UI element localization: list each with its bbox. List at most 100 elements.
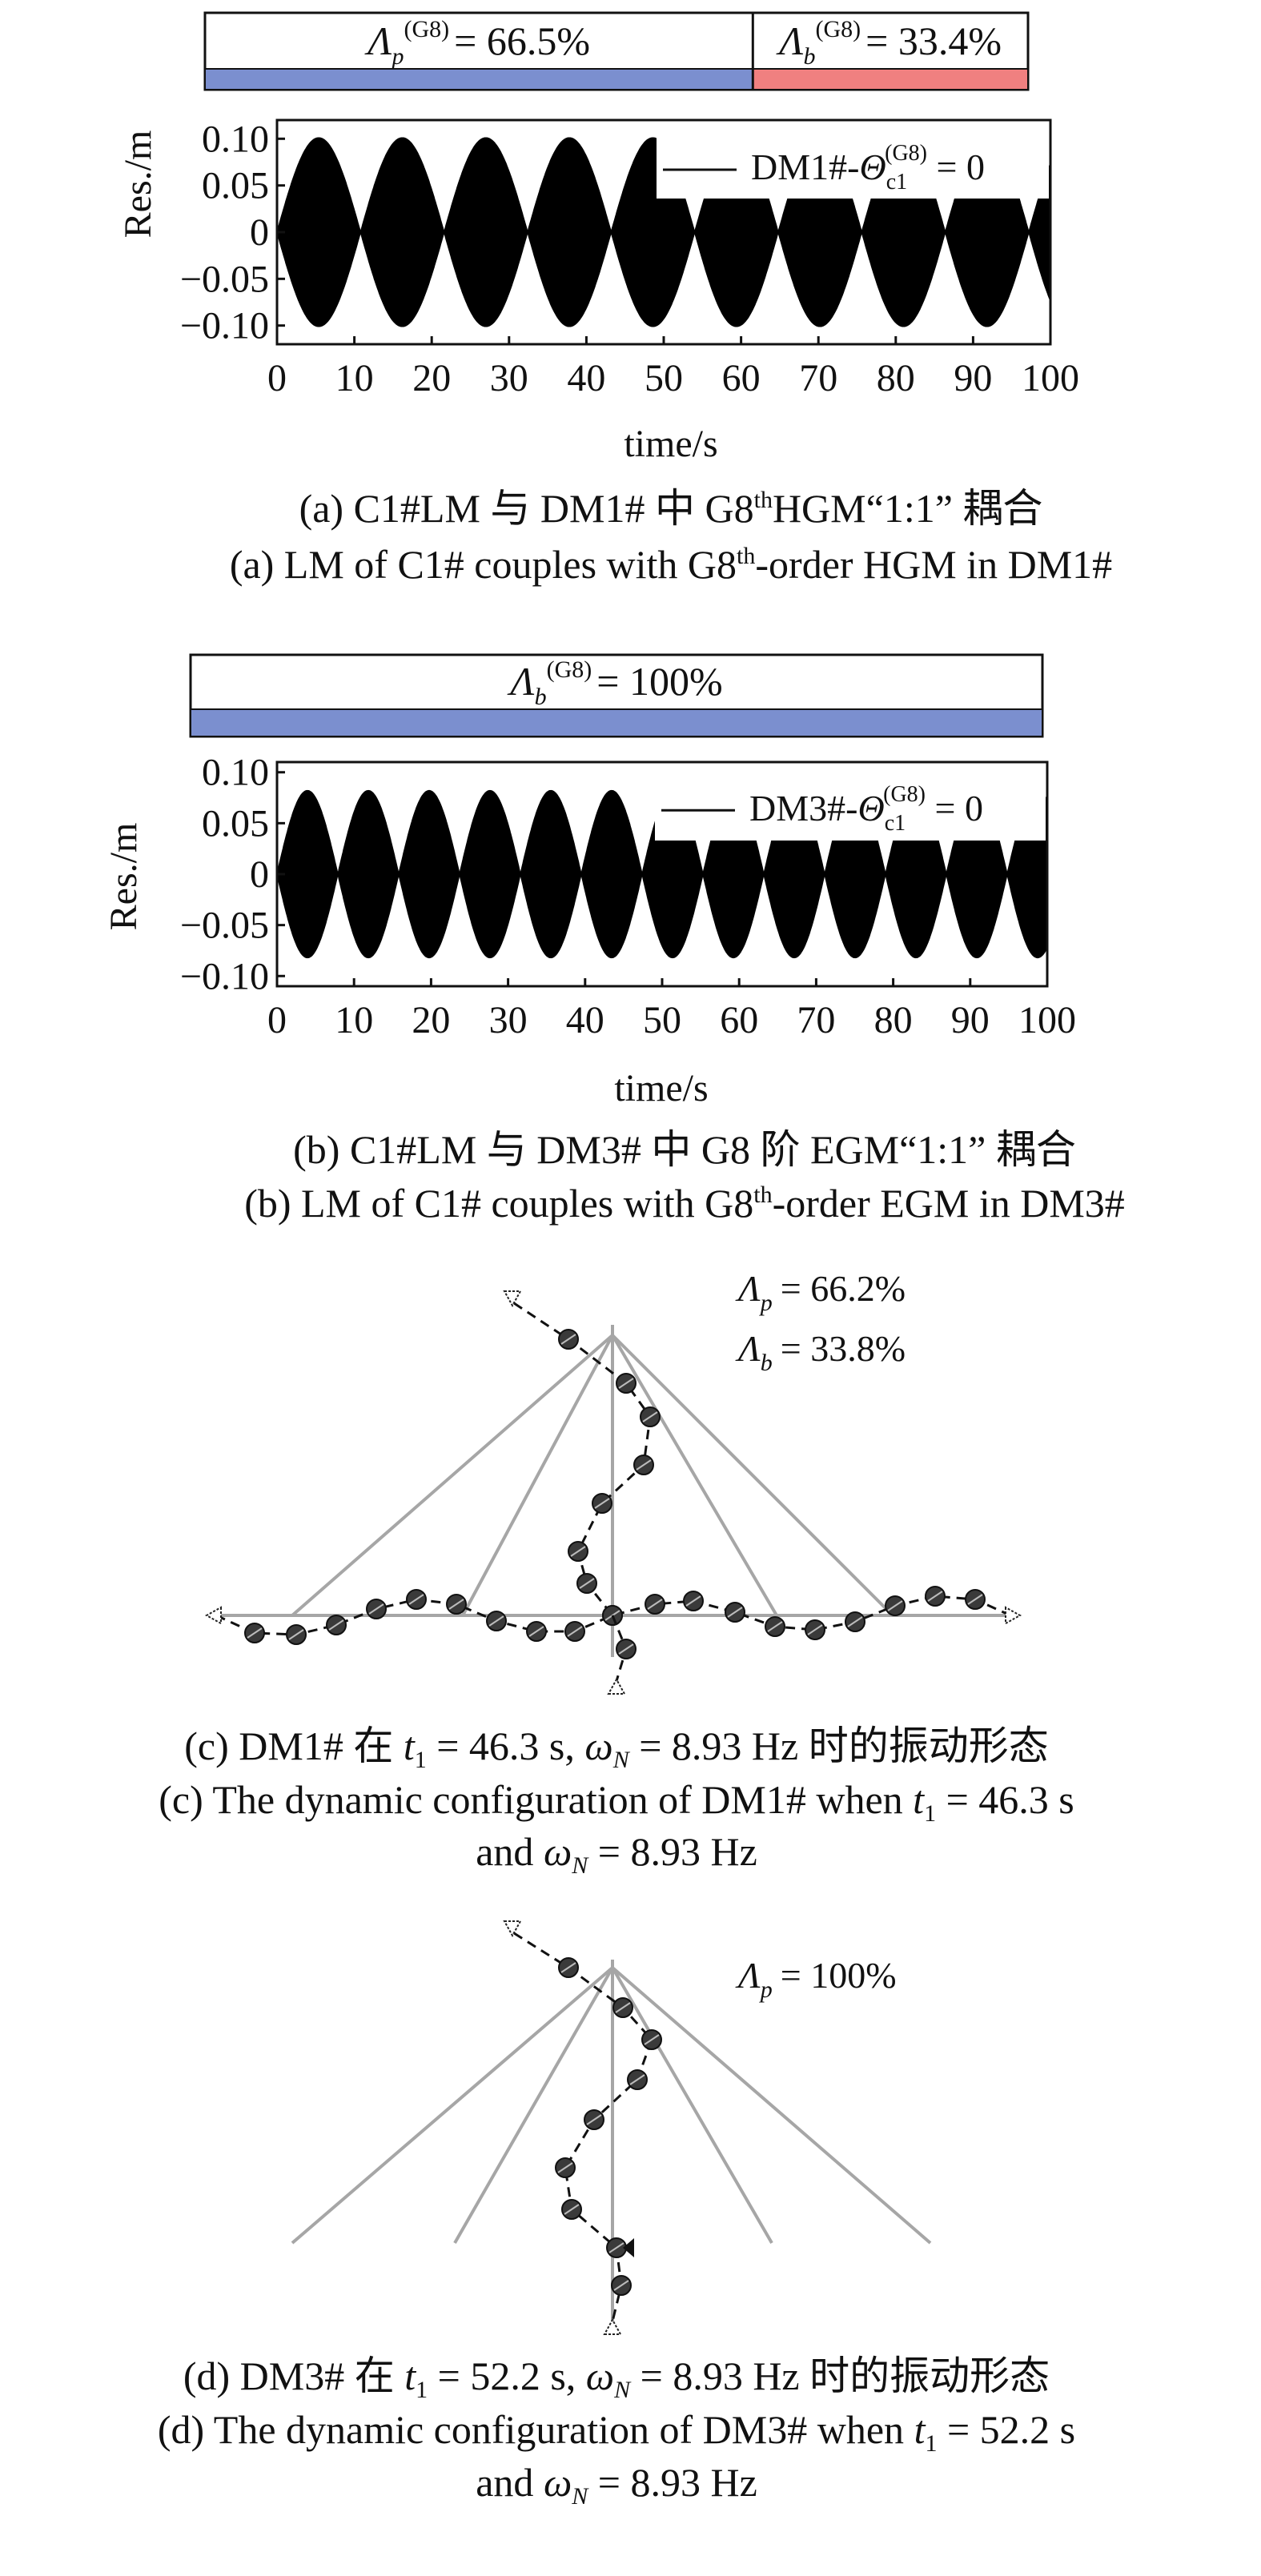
- caption-cn-b: (b) C1#LM 与 DM3# 中 G8 阶 EGM“1:1” 耦合: [293, 1127, 1076, 1172]
- share-bar-segment: [190, 708, 1043, 737]
- share-bar-label: Λb(G8) = 100%: [507, 656, 722, 710]
- cable-left-inner-d: [453, 1967, 614, 2244]
- mass-node: [568, 1541, 588, 1562]
- share-bar-segment: [204, 68, 754, 90]
- mass-node: [584, 2109, 604, 2130]
- y-axis-label-a: Res./m: [117, 130, 159, 239]
- y-tick-label: 0.10: [202, 752, 269, 794]
- mass-node: [683, 1591, 704, 1611]
- mode-shape-d: [503, 1920, 662, 2335]
- mass-node: [640, 1406, 661, 1427]
- share-bar-segment: [752, 68, 1030, 90]
- mass-node: [326, 1615, 347, 1635]
- share-bar-label: Λp(G8) = 66.5%: [364, 16, 590, 70]
- mass-node: [765, 1616, 785, 1637]
- mass-node: [805, 1619, 825, 1640]
- lambda-p-label-d: Λp = 100%: [735, 1955, 897, 2003]
- cable-left-inner: [461, 1334, 614, 1616]
- mass-node: [965, 1589, 986, 1610]
- panel-a: Λp(G8) = 66.5% Λb(G8) = 33.4% DM1#-Θc1(G8) …: [117, 11, 1112, 587]
- y-tick-label: 0.05: [202, 165, 269, 207]
- cable-left-outer-d: [291, 1966, 614, 2245]
- x-tick-label: 10: [335, 999, 373, 1041]
- mass-node: [641, 2029, 662, 2050]
- x-tick-label: 0: [267, 999, 287, 1041]
- x-tick-label: 90: [951, 999, 990, 1041]
- x-axis-label-b: time/s: [614, 1067, 708, 1109]
- support-node: [204, 1606, 222, 1625]
- mass-node: [633, 1455, 654, 1475]
- legend-label: DM1#-Θc1(G8) = 0: [751, 141, 985, 195]
- legend: DM1#-Θc1(G8) = 0: [657, 134, 1049, 199]
- mass-node: [555, 2157, 576, 2178]
- x-tick-label: 10: [335, 357, 374, 399]
- y-tick-label: −0.10: [180, 305, 269, 347]
- mode-shape-line: [513, 1302, 652, 1616]
- x-tick-label: 60: [722, 357, 761, 399]
- direction-marker: [623, 2238, 634, 2257]
- share-bar-a: Λp(G8) = 66.5% Λb(G8) = 33.4%: [203, 11, 1030, 91]
- legend-box: [655, 773, 1046, 841]
- plot-b: DM3#-Θc1(G8) = 0 0 10 20 30 40 50 60 70 80 90 100 0.…: [180, 752, 1076, 1041]
- mass-node: [885, 1595, 906, 1616]
- x-tick-label: 40: [566, 999, 604, 1041]
- x-tick-label: 90: [954, 357, 992, 399]
- support-node: [603, 2317, 622, 2335]
- mode-shape-line: [215, 1595, 1011, 1636]
- support-node: [607, 1677, 626, 1695]
- mass-node: [612, 1997, 633, 2018]
- x-tick-label: 70: [799, 357, 837, 399]
- x-tick-label: 20: [412, 999, 450, 1041]
- lambda-p-label-c: Λp = 66.2%: [735, 1268, 906, 1316]
- x-tick-label: 80: [874, 999, 913, 1041]
- legend-label: DM3#-Θc1(G8) = 0: [749, 782, 983, 836]
- cable-right-inner: [611, 1334, 778, 1617]
- mass-node: [564, 1621, 585, 1642]
- mass-node: [845, 1611, 865, 1632]
- mass-node: [244, 1623, 265, 1643]
- y-axis-label-b: Res./m: [102, 823, 145, 931]
- caption-en-a: (a) LM of C1# couples with G8th-order HG…: [230, 542, 1112, 587]
- mass-node: [286, 1624, 307, 1645]
- x-tick-label: 80: [877, 357, 915, 399]
- mode-shape-c: [204, 1290, 1022, 1695]
- mass-node: [592, 1493, 612, 1514]
- x-tick-label: 30: [489, 999, 528, 1041]
- mass-node: [366, 1599, 387, 1619]
- plot-a: DM1#-Θc1(G8) = 0 0 10 20 30 40 50 60 70 80 90 100 0.…: [180, 118, 1079, 399]
- mass-node: [606, 2237, 627, 2258]
- y-tick-label: −0.05: [180, 258, 269, 300]
- x-axis-label-a: time/s: [624, 423, 717, 465]
- y-tick-label: 0: [250, 853, 269, 896]
- caption-cn-a: (a) C1#LM 与 DM1# 中 G8thHGM“1:1” 耦合: [299, 486, 1043, 531]
- x-tick-label: 100: [1018, 999, 1076, 1041]
- mass-node: [576, 1573, 597, 1594]
- mass-node: [406, 1589, 427, 1610]
- caption-en-c-1: (c) The dynamic configuration of DM1# wh…: [159, 1777, 1074, 1827]
- caption-en-d-2: and ωN = 8.93 Hz: [476, 2460, 757, 2510]
- caption-en-d-1: (d) The dynamic configuration of DM3# wh…: [158, 2407, 1075, 2457]
- x-tick-label: 40: [567, 357, 605, 399]
- share-bar-b: Λb(G8) = 100%: [189, 653, 1044, 738]
- panel-d: Λp = 100% (d) DM3# 在 t1 = 52.2 s, ωN = 8.…: [158, 1920, 1075, 2510]
- mass-node: [725, 1602, 745, 1623]
- support-node: [503, 1920, 522, 1938]
- x-tick-label: 0: [267, 357, 287, 399]
- mass-node: [558, 1329, 579, 1350]
- support-node: [1005, 1606, 1022, 1625]
- y-tick-label: 0.10: [202, 118, 269, 160]
- mass-node: [486, 1611, 507, 1631]
- x-tick-label: 30: [490, 357, 528, 399]
- y-tick-label: −0.05: [180, 905, 269, 947]
- share-bar-label: Λb(G8) = 33.4%: [776, 16, 1002, 70]
- mass-node: [611, 2275, 632, 2296]
- mass-node: [616, 1373, 637, 1394]
- support-node: [503, 1290, 522, 1308]
- lambda-b-label-c: Λb = 33.8%: [735, 1328, 906, 1376]
- legend-box: [657, 134, 1049, 199]
- caption-cn-d: (d) DM3# 在 t1 = 52.2 s, ωN = 8.93 Hz 时的振…: [183, 2353, 1050, 2403]
- legend: DM3#-Θc1(G8) = 0: [655, 773, 1046, 841]
- cable-right-outer-d: [611, 1966, 932, 2245]
- mass-node: [561, 2199, 582, 2220]
